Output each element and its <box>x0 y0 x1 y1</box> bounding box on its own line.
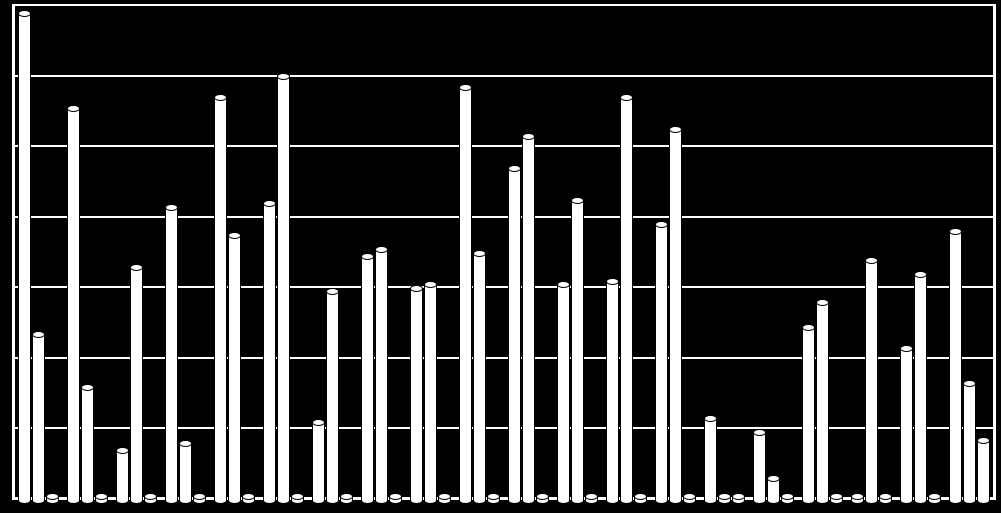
bar <box>424 285 437 500</box>
bar <box>291 493 304 500</box>
bar <box>634 493 647 500</box>
bar <box>802 327 815 500</box>
bar <box>655 225 668 500</box>
bar <box>32 334 45 500</box>
gridline <box>12 216 996 218</box>
gridline <box>12 286 996 288</box>
bar <box>781 493 794 500</box>
bar <box>508 168 521 500</box>
plot-area <box>12 6 996 500</box>
bar <box>830 493 843 500</box>
bar <box>732 493 745 500</box>
bar <box>312 422 325 500</box>
bar <box>263 204 276 500</box>
bar <box>242 493 255 500</box>
bar <box>473 253 486 500</box>
bar <box>130 267 143 500</box>
bar <box>95 493 108 500</box>
bar <box>536 493 549 500</box>
gridline <box>12 4 996 6</box>
bar <box>683 493 696 500</box>
bar <box>865 260 878 500</box>
bar <box>606 281 619 500</box>
bar <box>18 13 31 500</box>
bar <box>214 98 227 500</box>
bar <box>340 493 353 500</box>
gridline <box>12 75 996 77</box>
bar <box>67 108 80 500</box>
bar <box>46 493 59 500</box>
bar <box>277 77 290 500</box>
bar <box>669 130 682 501</box>
bar <box>704 419 717 500</box>
gridline <box>12 357 996 359</box>
bar <box>914 274 927 500</box>
bar <box>977 440 990 500</box>
bar <box>571 200 584 500</box>
bar <box>767 479 780 500</box>
y-axis-right <box>993 6 996 500</box>
bar <box>879 493 892 500</box>
bar <box>753 433 766 500</box>
bar <box>557 285 570 500</box>
bar <box>144 493 157 500</box>
bar <box>487 493 500 500</box>
bar <box>326 292 339 500</box>
gridline <box>12 145 996 147</box>
bar <box>522 137 535 500</box>
bar <box>928 493 941 500</box>
chart-canvas <box>0 0 1001 513</box>
bar <box>361 257 374 500</box>
bar <box>816 302 829 500</box>
bar <box>949 232 962 500</box>
gridline <box>12 427 996 429</box>
bar <box>718 493 731 500</box>
bar <box>438 493 451 500</box>
bar <box>179 444 192 500</box>
bar <box>851 493 864 500</box>
bar <box>193 493 206 500</box>
x-axis <box>12 497 996 500</box>
bar <box>410 288 423 500</box>
bar <box>900 348 913 500</box>
bar <box>459 87 472 500</box>
bar <box>375 249 388 500</box>
bar <box>389 493 402 500</box>
bar <box>963 384 976 500</box>
bar <box>228 235 241 500</box>
bar <box>116 451 129 500</box>
bar <box>165 207 178 500</box>
y-axis-left <box>12 6 15 500</box>
bar <box>585 493 598 500</box>
bar <box>81 387 94 500</box>
bar <box>620 98 633 500</box>
